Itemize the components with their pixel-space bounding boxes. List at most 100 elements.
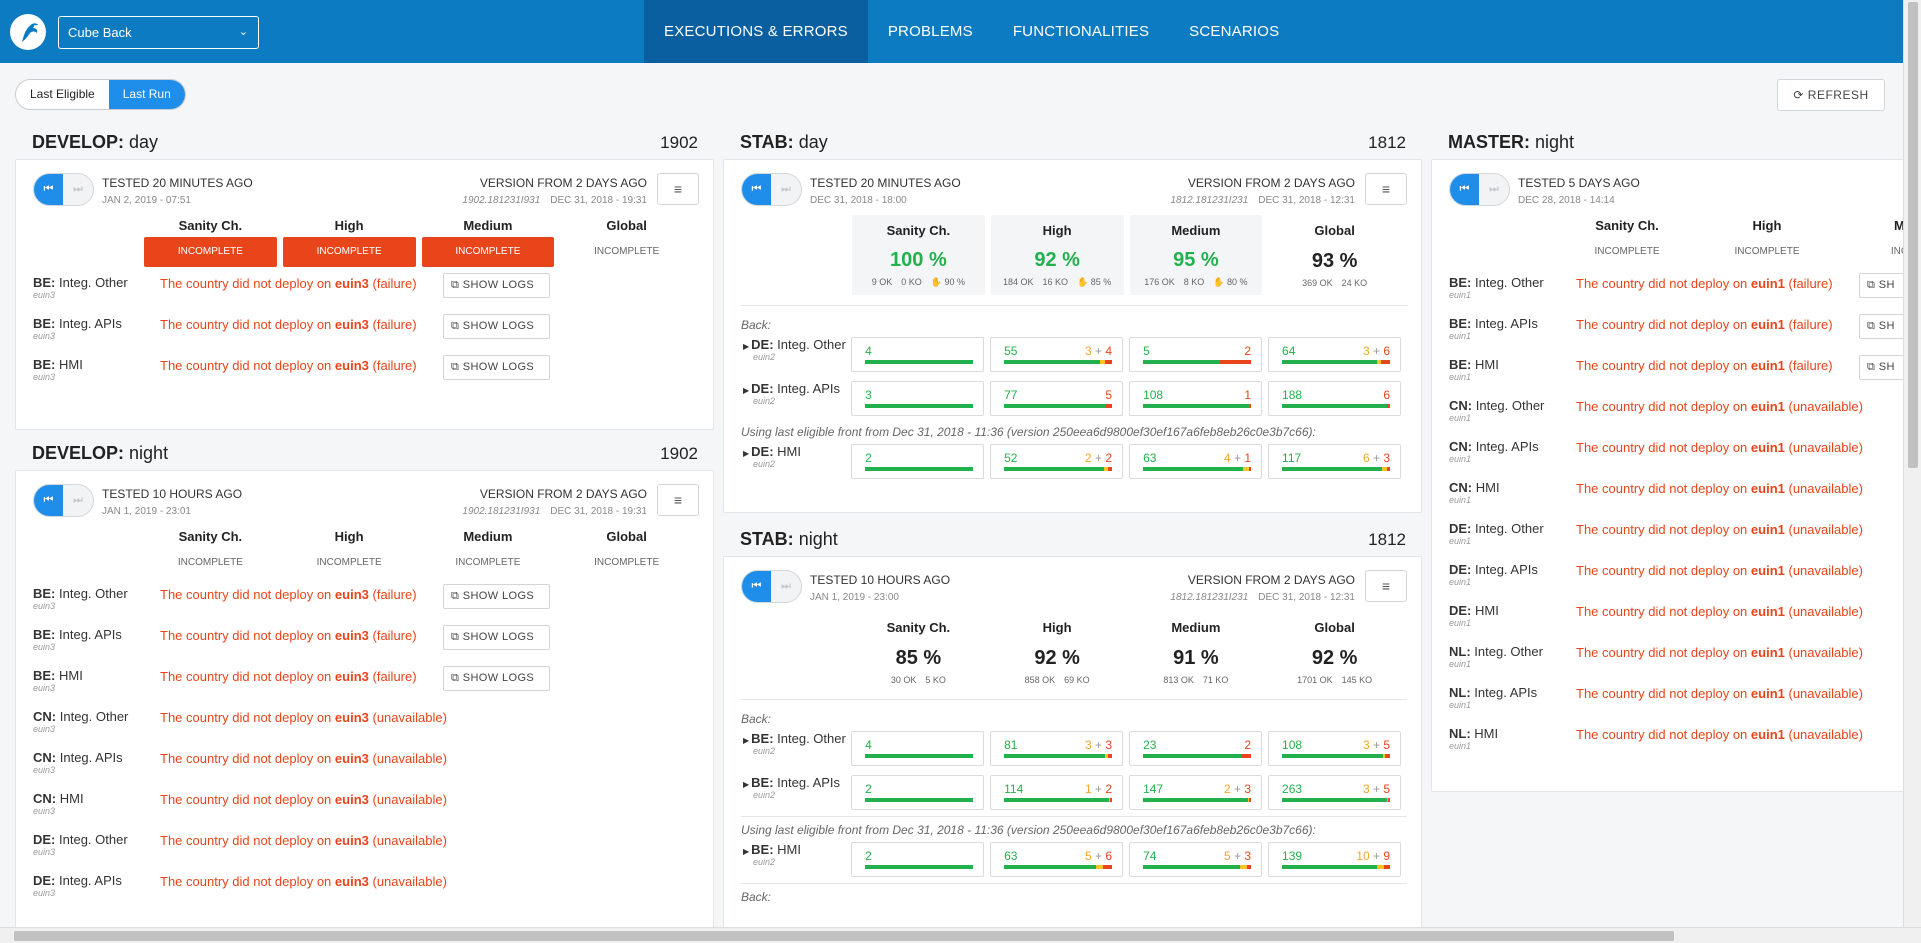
show-logs-button[interactable]: ⧉ SHOW LOGS — [443, 273, 550, 298]
actions-menu-button[interactable]: ≡ — [1365, 570, 1407, 602]
country-code: BE: — [1449, 275, 1472, 290]
result-cell[interactable]: 52 2 + 2 — [990, 444, 1124, 479]
show-logs-button[interactable]: ⧉ SHOW LOGS — [443, 355, 550, 380]
failure-message: The country did not deploy on euin1 (fai… — [1576, 358, 1833, 373]
next-run-button[interactable]: ⏭ — [1489, 183, 1499, 195]
failure-status: (unavailable) — [1788, 686, 1863, 701]
first-run-button[interactable]: ⏮ — [34, 485, 64, 516]
platform: euin2 — [753, 857, 776, 867]
result-cell[interactable]: 64 3 + 6 — [1268, 337, 1402, 372]
result-cell[interactable]: 63 4 + 1 — [1129, 444, 1263, 479]
show-logs-label: SHOW LOGS — [462, 361, 535, 373]
result-cell[interactable]: 108 1 — [1129, 381, 1263, 416]
row-title: BE: Integ. APIs euin1 — [1449, 316, 1576, 341]
result-bar — [1004, 404, 1113, 408]
result-cell[interactable]: 81 3 + 3 — [990, 731, 1124, 766]
show-logs-button[interactable]: ⧉ SHOW LOGS — [443, 584, 550, 609]
refresh-button[interactable]: ⟳ REFRESH — [1777, 79, 1885, 111]
show-logs-button[interactable]: ⧉ SHOW LOGS — [443, 625, 550, 650]
version-id[interactable]: 1812.181231I231 — [1170, 195, 1249, 206]
result-cell[interactable]: 77 5 — [990, 381, 1124, 416]
first-run-button[interactable]: ⏮ — [742, 174, 772, 205]
country-code: DE: — [1449, 603, 1472, 618]
first-run-button[interactable]: ⏮ — [1450, 174, 1480, 205]
last-run-button[interactable]: Last Run — [108, 80, 185, 109]
result-cell[interactable]: 139 10 + 9 — [1268, 842, 1402, 877]
show-logs-button[interactable]: ⧉ SHOW LOGS — [443, 314, 550, 339]
scrollbar-thumb[interactable] — [14, 931, 1674, 941]
failure-counts: 6 — [1383, 388, 1390, 402]
result-cell[interactable]: 188 6 — [1268, 381, 1402, 416]
platform: euin1 — [1449, 331, 1472, 341]
version-id[interactable]: 1902.181231I931 — [462, 506, 541, 517]
failure-status: (unavailable) — [372, 710, 447, 725]
show-logs-button[interactable]: ⧉ SHOW LOGS — [443, 666, 550, 691]
result-cell[interactable]: 3 — [851, 381, 985, 416]
environment: euin1 — [1750, 727, 1785, 742]
severity-stats: 92 % 184 OK 16 KO ✋ 85 % — [990, 249, 1124, 295]
row-title[interactable]: ▶ BE: Integ. APIs euin2 — [741, 775, 851, 800]
result-cell[interactable]: 2 — [851, 775, 985, 810]
next-run-button[interactable]: ⏭ — [781, 183, 791, 195]
horizontal-scrollbar[interactable] — [0, 927, 1921, 943]
failure-status: (failure) — [372, 358, 417, 373]
result-cell[interactable]: 108 3 + 5 — [1268, 731, 1402, 766]
error-count: 6 — [1383, 344, 1391, 358]
result-cell[interactable]: 2 — [851, 444, 985, 479]
environment: euin1 — [1750, 686, 1785, 701]
scrollbar-thumb[interactable] — [1908, 2, 1918, 468]
failure-counts: 6 + 3 — [1363, 451, 1390, 465]
country-code: BE: — [33, 586, 56, 601]
next-run-button[interactable]: ⏭ — [781, 580, 791, 592]
row-title[interactable]: ▶ DE: Integ. APIs euin2 — [741, 381, 851, 406]
result-cell[interactable]: 4 — [851, 337, 985, 372]
result-cell[interactable]: 117 6 + 3 — [1268, 444, 1402, 479]
project-select[interactable]: Cube Back ⌄ — [58, 16, 259, 49]
first-run-button[interactable]: ⏮ — [34, 174, 64, 205]
result-cell[interactable]: 23 2 — [1129, 731, 1263, 766]
next-run-button[interactable]: ⏭ — [73, 494, 83, 506]
app-logo[interactable] — [10, 14, 46, 50]
error-count: 5 — [1383, 782, 1391, 796]
result-cell[interactable]: 55 3 + 4 — [990, 337, 1124, 372]
result-cell[interactable]: 2 — [851, 842, 985, 877]
show-logs-button[interactable]: ⧉ SH — [1859, 355, 1903, 380]
show-logs-label: SH — [1878, 279, 1895, 291]
warning-count: 4 — [1223, 451, 1231, 465]
tab-executions-errors[interactable]: EXECUTIONS & ERRORS — [644, 0, 868, 63]
result-cell[interactable]: 63 5 + 6 — [990, 842, 1124, 877]
result-cell[interactable]: 4 — [851, 731, 985, 766]
actions-menu-button[interactable]: ≡ — [657, 173, 699, 205]
result-cell[interactable]: 74 5 + 3 — [1129, 842, 1263, 877]
row-title[interactable]: ▶ BE: HMI euin2 — [741, 842, 851, 867]
actions-menu-button[interactable]: ≡ — [657, 484, 699, 516]
row-title[interactable]: ▶ BE: Integ. Other euin2 — [741, 731, 851, 756]
tab-scenarios[interactable]: SCENARIOS — [1189, 23, 1280, 40]
show-logs-button[interactable]: ⧉ SH — [1859, 314, 1903, 339]
result-cell[interactable]: 147 2 + 3 — [1129, 775, 1263, 810]
row-title[interactable]: ▶ DE: Integ. Other euin2 — [741, 337, 851, 362]
severity-label: Medium — [1171, 223, 1221, 238]
failure-counts: 4 + 1 — [1224, 451, 1251, 465]
version-id[interactable]: 1812.181231I231 — [1170, 592, 1249, 603]
vertical-scrollbar[interactable] — [1903, 0, 1921, 927]
row-title[interactable]: ▶ DE: HMI euin2 — [741, 444, 851, 469]
country-code: BE: — [1449, 316, 1472, 331]
last-eligible-button[interactable]: Last Eligible — [30, 87, 95, 101]
severity-stats: 100 % 9 OK 0 KO ✋ 90 % — [852, 249, 985, 295]
tab-functionalities[interactable]: FUNCTIONALITIES — [1012, 23, 1150, 40]
result-cell[interactable]: 114 1 + 2 — [990, 775, 1124, 810]
show-logs-button[interactable]: ⧉ SH — [1859, 273, 1903, 298]
failure-counts: 2 + 3 — [1224, 782, 1251, 796]
next-run-button[interactable]: ⏭ — [73, 183, 83, 195]
external-link-icon: ⧉ — [1867, 279, 1879, 291]
version-id[interactable]: 1902.181231I931 — [462, 195, 541, 206]
first-run-button[interactable]: ⏮ — [742, 571, 772, 602]
tab-problems[interactable]: PROBLEMS — [887, 23, 973, 40]
result-cell[interactable]: 263 3 + 5 — [1268, 775, 1402, 810]
platform: euin1 — [1449, 741, 1472, 751]
plus-sign: + — [1091, 738, 1106, 752]
actions-menu-button[interactable]: ≡ — [1365, 173, 1407, 205]
error-segment — [1383, 865, 1391, 869]
